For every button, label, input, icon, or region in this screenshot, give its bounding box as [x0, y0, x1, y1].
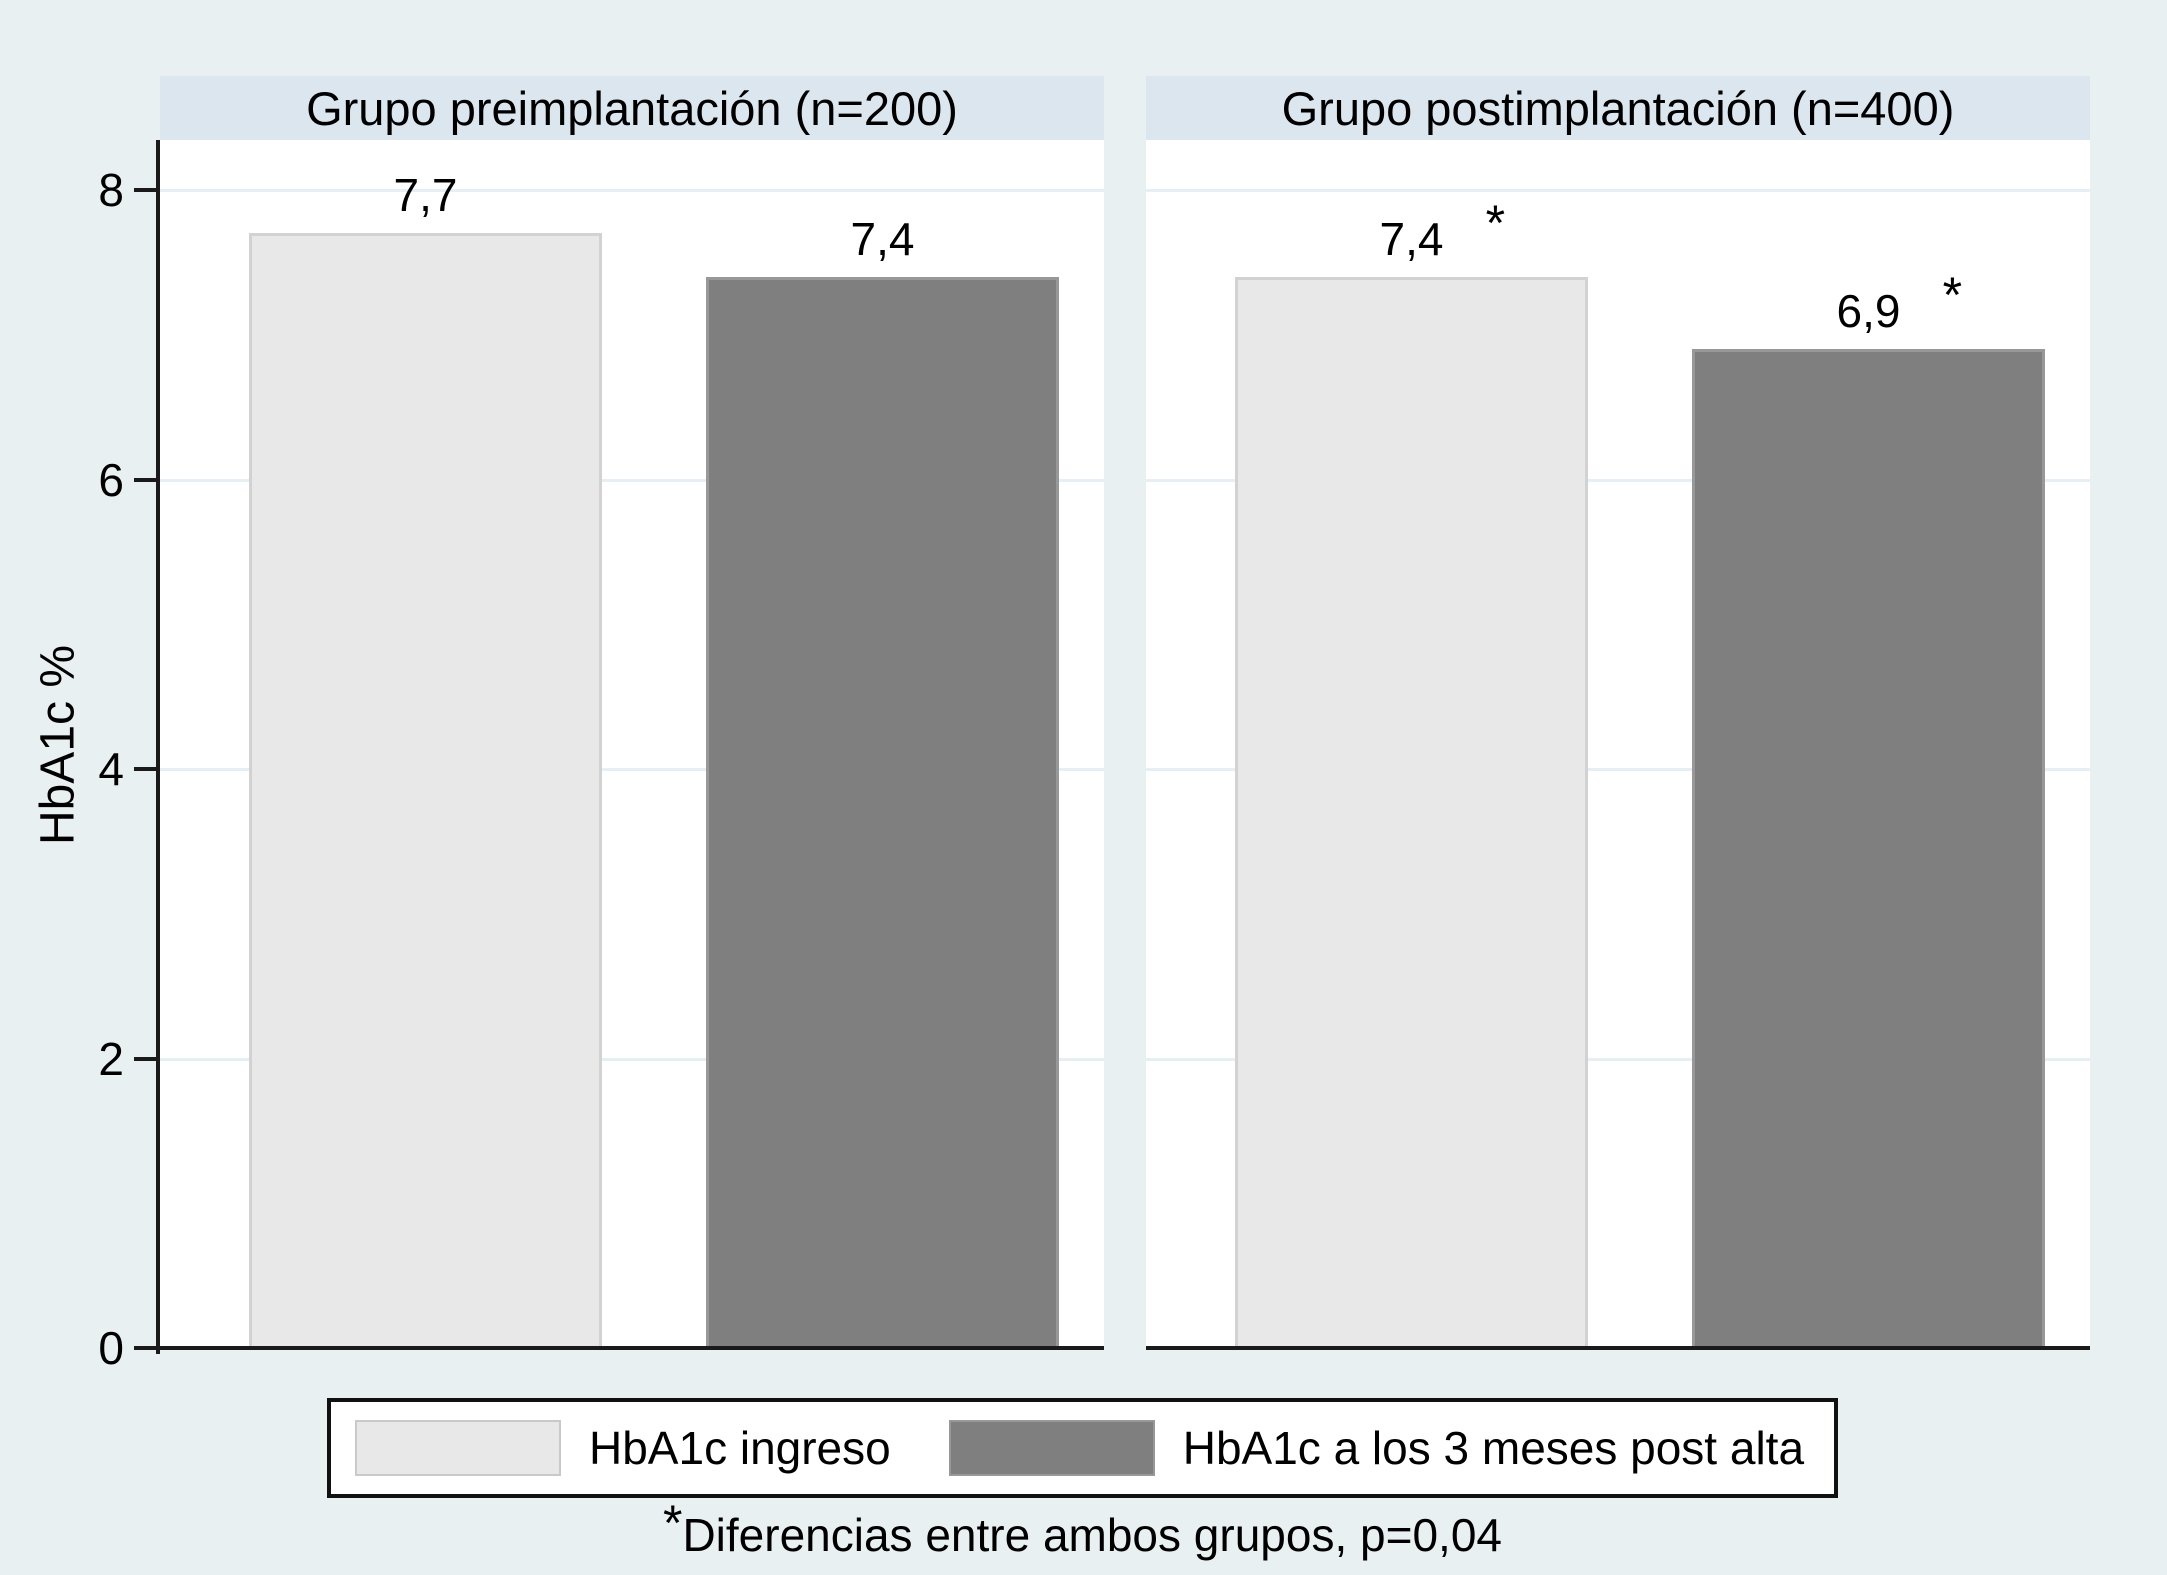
- y-tick-label-4: 4: [98, 743, 124, 795]
- footnote: *Diferencias entre ambos grupos, p=0,04: [327, 1495, 1838, 1563]
- bar-value-text: 7,4: [1379, 212, 1444, 265]
- y-tick-mark-8: [134, 188, 157, 192]
- y-tick-mark-2: [134, 1056, 157, 1061]
- legend-entry-ingreso: HbA1c ingreso: [355, 1420, 891, 1476]
- bar-ingreso: [1235, 276, 1588, 1348]
- y-tick-label-0: 0: [98, 1322, 124, 1374]
- panel-title-postimplantacion: Grupo postimplantación (n=400): [1146, 76, 2090, 140]
- gridline-8: [1146, 189, 2090, 192]
- panel-preimplantacion: Grupo preimplantación (n=200) 7,7 7,4: [156, 76, 1104, 1350]
- bar-value-label: 7,4 *: [1235, 195, 1588, 269]
- bar-value-text: 7,4: [850, 212, 915, 265]
- significance-star-icon: *: [1485, 194, 1506, 251]
- plot-area-postimplantacion: 7,4 * 6,9 *: [1146, 140, 2090, 1350]
- x-axis-line: [1146, 1346, 2090, 1350]
- y-tick-label-6: 6: [98, 453, 124, 506]
- y-tick-mark-0: [134, 1346, 157, 1350]
- gridline-2: [160, 1057, 1104, 1061]
- bar-value-label: 7,4: [706, 209, 1059, 269]
- bar-ingreso: [249, 233, 602, 1348]
- panel-postimplantacion: Grupo postimplantación (n=400) 7,4 * 6,9 *: [1146, 76, 2090, 1350]
- significance-star-icon: *: [1942, 267, 1963, 324]
- bar-value-text: 6,9: [1836, 285, 1901, 338]
- gridline-8: [160, 189, 1104, 192]
- legend-label-post-alta: HbA1c a los 3 meses post alta: [1182, 1422, 1805, 1474]
- bar-value-text: 7,7: [393, 169, 458, 222]
- plot-area-preimplantacion: 7,7 7,4: [156, 140, 1104, 1350]
- gridline-6: [1146, 478, 2090, 482]
- y-tick-label-2: 2: [98, 1032, 124, 1085]
- legend-label-ingreso: HbA1c ingreso: [589, 1422, 891, 1474]
- legend-swatch-post-alta: [948, 1420, 1155, 1476]
- y-axis-line: [156, 140, 160, 1354]
- legend: HbA1c ingreso HbA1c a los 3 meses post a…: [327, 1398, 1838, 1498]
- footnote-asterisk: *: [662, 1495, 683, 1551]
- panel-title-preimplantacion: Grupo preimplantación (n=200): [160, 76, 1104, 140]
- bar-post-alta: [706, 276, 1059, 1348]
- y-tick-mark-6: [134, 477, 157, 482]
- y-tick-label-8: 8: [98, 164, 124, 216]
- x-axis-line: [156, 1346, 1104, 1350]
- bar-post-alta: [1692, 349, 2045, 1348]
- bar-value-label: 7,7: [249, 165, 602, 225]
- legend-swatch-ingreso: [355, 1420, 561, 1476]
- legend-entry-post-alta: HbA1c a los 3 meses post alta: [948, 1420, 1805, 1476]
- footnote-text: Diferencias entre ambos grupos, p=0,04: [682, 1509, 1502, 1561]
- y-tick-mark-4: [134, 767, 157, 771]
- bar-value-label: 6,9 *: [1692, 267, 2045, 341]
- gridline-4: [1146, 768, 2090, 771]
- gridline-2: [1146, 1057, 2090, 1061]
- gridline-6: [160, 478, 1104, 482]
- gridline-4: [160, 768, 1104, 771]
